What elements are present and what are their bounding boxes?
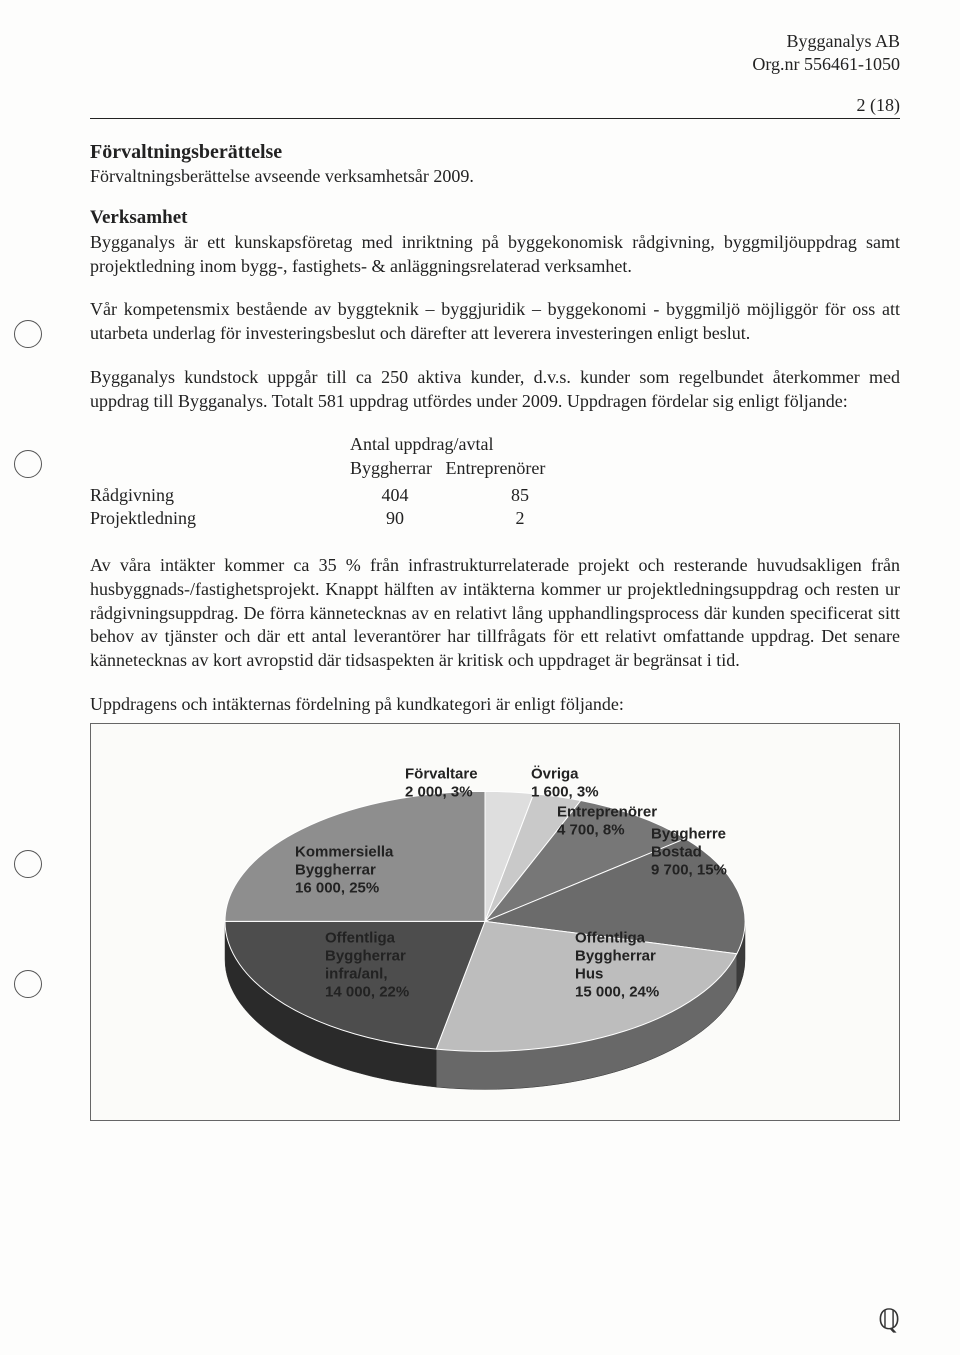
punch-hole	[14, 320, 42, 348]
svg-text:14 000, 22%: 14 000, 22%	[325, 983, 409, 1000]
punch-hole	[14, 970, 42, 998]
svg-text:Offentliga: Offentliga	[575, 929, 646, 946]
row-label: Projektledning	[90, 507, 340, 530]
paragraph: Av våra intäkter kommer ca 35 % från inf…	[90, 554, 900, 673]
signature-initial: ℚ	[878, 1303, 900, 1337]
row-cell: 2	[450, 507, 590, 530]
svg-text:Byggherrar: Byggherrar	[575, 947, 656, 964]
table-caption-line1: Antal uppdrag/avtal	[350, 434, 493, 454]
paragraph: Uppdragens och intäkternas fördelning på…	[90, 693, 900, 717]
row-cell: 85	[450, 484, 590, 507]
svg-text:Övriga: Övriga	[531, 765, 579, 782]
svg-text:Entreprenörer: Entreprenörer	[557, 803, 657, 820]
page-number: 2 (18)	[90, 95, 900, 116]
svg-text:2 000, 3%: 2 000, 3%	[405, 783, 473, 800]
svg-text:Byggherrar: Byggherrar	[325, 947, 406, 964]
header-rule	[90, 118, 900, 119]
org-number: Org.nr 556461-1050	[90, 53, 900, 76]
table-row: Projektledning 90 2	[90, 507, 590, 530]
paragraph: Bygganalys är ett kunskapsföretag med in…	[90, 231, 900, 279]
pie-svg: Förvaltare2 000, 3% Övriga1 600, 3% Entrep…	[185, 756, 805, 1096]
svg-text:Förvaltare: Förvaltare	[405, 765, 478, 782]
row-label: Rådgivning	[90, 484, 340, 507]
table-col1: Byggherrar	[350, 458, 432, 478]
svg-text:Offentliga: Offentliga	[325, 929, 396, 946]
svg-text:4 700, 8%: 4 700, 8%	[557, 821, 625, 838]
table-col2: Entreprenörer	[445, 458, 545, 478]
svg-text:infra/anl,: infra/anl,	[325, 965, 388, 982]
punch-hole	[14, 850, 42, 878]
svg-text:15 000, 24%: 15 000, 24%	[575, 983, 659, 1000]
table-row: Rådgivning 404 85	[90, 484, 590, 507]
svg-text:Bostad: Bostad	[651, 843, 702, 860]
punch-hole	[14, 450, 42, 478]
svg-text:1 600, 3%: 1 600, 3%	[531, 783, 599, 800]
paragraph: Bygganalys kundstock uppgår till ca 250 …	[90, 366, 900, 414]
section-subtitle: Förvaltningsberättelse avseende verksamh…	[90, 166, 900, 187]
svg-text:Byggherre: Byggherre	[651, 825, 726, 842]
section-title: Förvaltningsberättelse	[90, 141, 900, 164]
pie-chart-box: Förvaltare2 000, 3% Övriga1 600, 3% Entrep…	[90, 723, 900, 1121]
subsection-title: Verksamhet	[90, 207, 900, 229]
svg-text:Kommersiella: Kommersiella	[295, 843, 394, 860]
svg-text:Hus: Hus	[575, 965, 603, 982]
assignments-table: Antal uppdrag/avtal Byggherrar Entrepren…	[90, 433, 900, 530]
document-page: Bygganalys AB Org.nr 556461-1050 2 (18) …	[0, 0, 960, 1355]
pie-chart: Förvaltare2 000, 3% Övriga1 600, 3% Entrep…	[185, 756, 805, 1101]
svg-text:Byggherrar: Byggherrar	[295, 861, 376, 878]
svg-text:16 000, 25%: 16 000, 25%	[295, 879, 379, 896]
row-cell: 90	[340, 507, 450, 530]
page-header: Bygganalys AB Org.nr 556461-1050	[90, 30, 900, 77]
row-cell: 404	[340, 484, 450, 507]
paragraph: Vår kompetensmix bestående av byggteknik…	[90, 298, 900, 346]
company-name: Bygganalys AB	[90, 30, 900, 53]
svg-text:9 700, 15%: 9 700, 15%	[651, 861, 727, 878]
